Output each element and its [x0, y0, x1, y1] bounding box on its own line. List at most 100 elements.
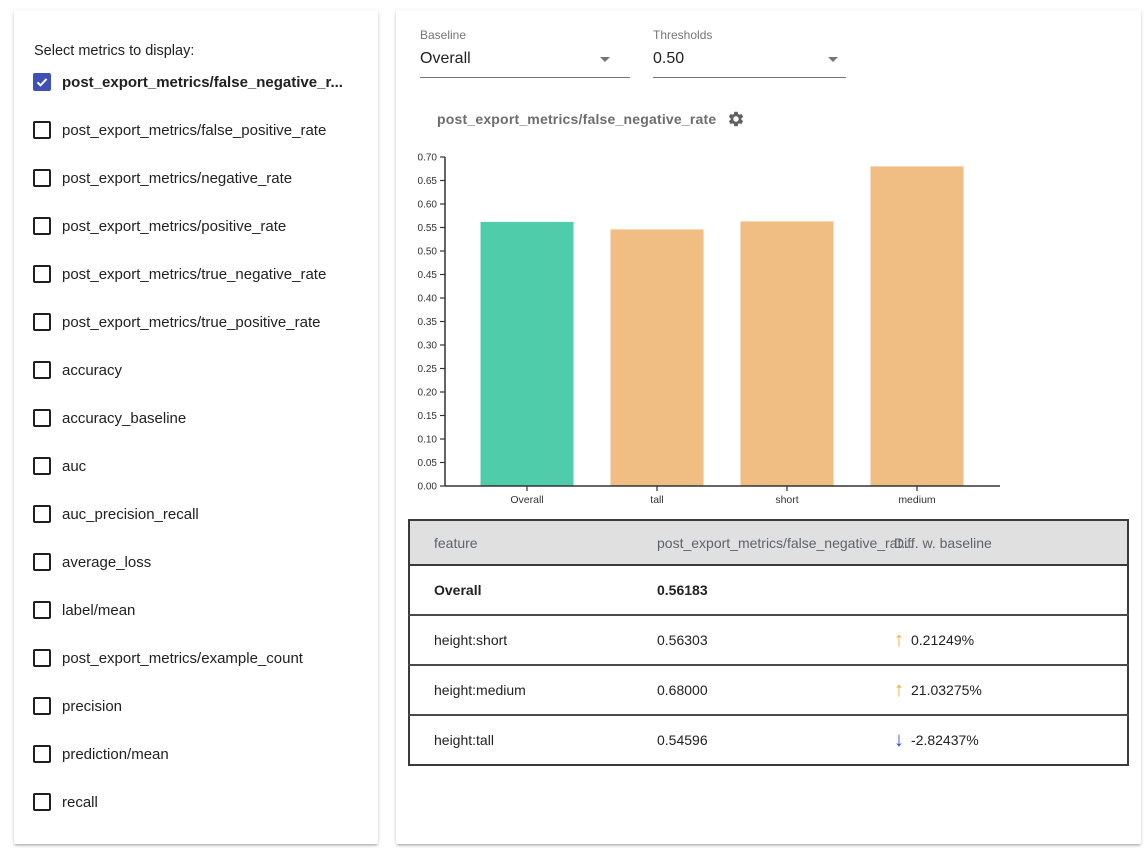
metric-item-accuracy-baseline[interactable]: accuracy_baseline — [33, 394, 372, 442]
metric-item-post-export-metrics-true-positive-rate[interactable]: post_export_metrics/true_positive_rate — [33, 298, 372, 346]
bar-short[interactable] — [740, 221, 834, 486]
y-tick-label: 0.50 — [418, 247, 438, 258]
diff-cell — [894, 565, 1128, 615]
metric-item-auc-precision-recall[interactable]: auc_precision_recall — [33, 490, 372, 538]
metric-label: recall — [62, 793, 98, 811]
up-arrow-icon: ↑ — [894, 629, 904, 651]
y-tick-label: 0.35 — [418, 317, 438, 328]
metric-label: accuracy_baseline — [62, 409, 187, 427]
feature-cell: height:medium — [409, 664, 657, 715]
metric-label: post_export_metrics/example_count — [62, 649, 303, 667]
metric-item-post-export-metrics-example-count[interactable]: post_export_metrics/example_count — [33, 634, 372, 682]
metric-label: label/mean — [62, 601, 136, 619]
checkbox-unchecked-icon[interactable] — [33, 649, 51, 667]
dropdown-arrow-icon — [600, 56, 610, 62]
checkbox-unchecked-icon[interactable] — [33, 745, 51, 763]
checkbox-unchecked-icon[interactable] — [33, 265, 51, 283]
checkbox-unchecked-icon[interactable] — [33, 553, 51, 571]
diff-column-header: Diff. w. baseline — [894, 520, 1128, 566]
diff-cell: ↓ -2.82437% — [894, 714, 1128, 765]
feature-column-header: feature — [409, 520, 657, 566]
y-tick-label: 0.05 — [418, 458, 438, 469]
checkbox-unchecked-icon[interactable] — [33, 505, 51, 523]
metric-item-post-export-metrics-positive-rate[interactable]: post_export_metrics/positive_rate — [33, 202, 372, 250]
feature-cell: Overall — [434, 582, 482, 598]
metric-label: auc_precision_recall — [62, 505, 199, 523]
settings-gear-icon[interactable] — [727, 110, 745, 128]
metric-list: post_export_metrics/false_negative_r...p… — [33, 58, 372, 826]
table-row-height-short: height:short 0.56303 ↑ 0.21249% — [409, 614, 1128, 665]
feature-cell: height:short — [409, 614, 657, 665]
x-tick-label: Overall — [510, 494, 543, 506]
up-arrow-icon: ↑ — [894, 679, 904, 701]
chart-title: post_export_metrics/false_negative_rate — [437, 111, 717, 127]
table-row-height-tall: height:tall 0.54596 ↓ -2.82437% — [409, 714, 1128, 765]
metric-label: post_export_metrics/negative_rate — [62, 169, 293, 187]
metric-item-average-loss[interactable]: average_loss — [33, 538, 372, 586]
metric-label: prediction/mean — [62, 745, 169, 763]
thresholds-dropdown[interactable]: Thresholds 0.50 — [653, 28, 846, 78]
y-tick-label: 0.25 — [418, 364, 438, 375]
metrics-display-panel: Baseline Overall Thresholds 0.50 post_ex… — [396, 10, 1141, 844]
y-tick-label: 0.10 — [418, 435, 438, 446]
checkbox-unchecked-icon[interactable] — [33, 601, 51, 619]
y-tick-label: 0.30 — [418, 341, 438, 352]
bar-Overall[interactable] — [480, 221, 574, 486]
y-tick-label: 0.00 — [418, 482, 438, 493]
y-tick-label: 0.70 — [418, 153, 438, 164]
metric-item-label-mean[interactable]: label/mean — [33, 586, 372, 634]
y-tick-label: 0.55 — [418, 223, 438, 234]
baseline-dropdown[interactable]: Baseline Overall — [420, 28, 630, 78]
checkbox-checked-icon[interactable] — [33, 73, 51, 91]
metric-label: accuracy — [62, 361, 123, 379]
baseline-dropdown-value: Overall — [420, 50, 471, 67]
bar-tall[interactable] — [610, 229, 704, 486]
y-tick-label: 0.20 — [418, 388, 438, 399]
y-tick-label: 0.60 — [418, 200, 438, 211]
checkbox-unchecked-icon[interactable] — [33, 169, 51, 187]
table-row-height-medium: height:medium 0.68000 ↑ 21.03275% — [409, 664, 1128, 715]
metric-label: post_export_metrics/false_negative_r... — [62, 73, 343, 91]
metric-item-auc[interactable]: auc — [33, 442, 372, 490]
metric-label: auc — [62, 457, 87, 475]
metric-label: post_export_metrics/true_negative_rate — [62, 265, 327, 283]
x-tick-label: medium — [898, 494, 936, 506]
metric-item-post-export-metrics-false-negative-r[interactable]: post_export_metrics/false_negative_r... — [33, 58, 372, 106]
bar-chart: 0.00 0.05 0.10 0.15 0.20 0.25 0.30 0.35 0.40 0.45… — [404, 145, 1024, 517]
metric-item-post-export-metrics-true-negative-rate[interactable]: post_export_metrics/true_negative_rate — [33, 250, 372, 298]
checkbox-unchecked-icon[interactable] — [33, 361, 51, 379]
metric-value-cell: 0.54596 — [657, 714, 894, 765]
metric-item-accuracy[interactable]: accuracy — [33, 346, 372, 394]
diff-value: -2.82437% — [911, 732, 979, 748]
metric-item-recall[interactable]: recall — [33, 778, 372, 826]
metric-label: post_export_metrics/positive_rate — [62, 217, 287, 235]
down-arrow-icon: ↓ — [894, 729, 904, 751]
diff-cell: ↑ 21.03275% — [894, 664, 1128, 715]
thresholds-dropdown-value: 0.50 — [653, 50, 685, 67]
metrics-table: feature post_export_metrics/false_negati… — [408, 519, 1129, 766]
baseline-dropdown-label: Baseline — [420, 28, 467, 42]
checkbox-unchecked-icon[interactable] — [33, 697, 51, 715]
x-tick-label: tall — [650, 494, 663, 506]
feature-cell: height:tall — [409, 714, 657, 765]
metric-value-cell: 0.56183 — [657, 582, 708, 598]
metric-item-post-export-metrics-false-positive-rate[interactable]: post_export_metrics/false_positive_rate — [33, 106, 372, 154]
checkbox-unchecked-icon[interactable] — [33, 457, 51, 475]
checkbox-unchecked-icon[interactable] — [33, 793, 51, 811]
table-header-row: feature post_export_metrics/false_negati… — [409, 520, 1128, 566]
checkbox-unchecked-icon[interactable] — [33, 409, 51, 427]
dropdown-arrow-icon — [828, 56, 838, 62]
metric-item-prediction-mean[interactable]: prediction/mean — [33, 730, 372, 778]
bar-medium[interactable] — [870, 166, 964, 486]
metric-label: post_export_metrics/true_positive_rate — [62, 313, 321, 331]
checkbox-unchecked-icon[interactable] — [33, 121, 51, 139]
diff-value: 21.03275% — [911, 682, 982, 698]
checkbox-unchecked-icon[interactable] — [33, 313, 51, 331]
y-tick-label: 0.65 — [418, 176, 438, 187]
metric-item-precision[interactable]: precision — [33, 682, 372, 730]
metric-item-post-export-metrics-negative-rate[interactable]: post_export_metrics/negative_rate — [33, 154, 372, 202]
checkbox-unchecked-icon[interactable] — [33, 217, 51, 235]
diff-cell: ↑ 0.21249% — [894, 614, 1128, 665]
metric-value-cell: 0.68000 — [657, 664, 894, 715]
metric-column-header: post_export_metrics/false_negative_rat..… — [657, 520, 913, 566]
